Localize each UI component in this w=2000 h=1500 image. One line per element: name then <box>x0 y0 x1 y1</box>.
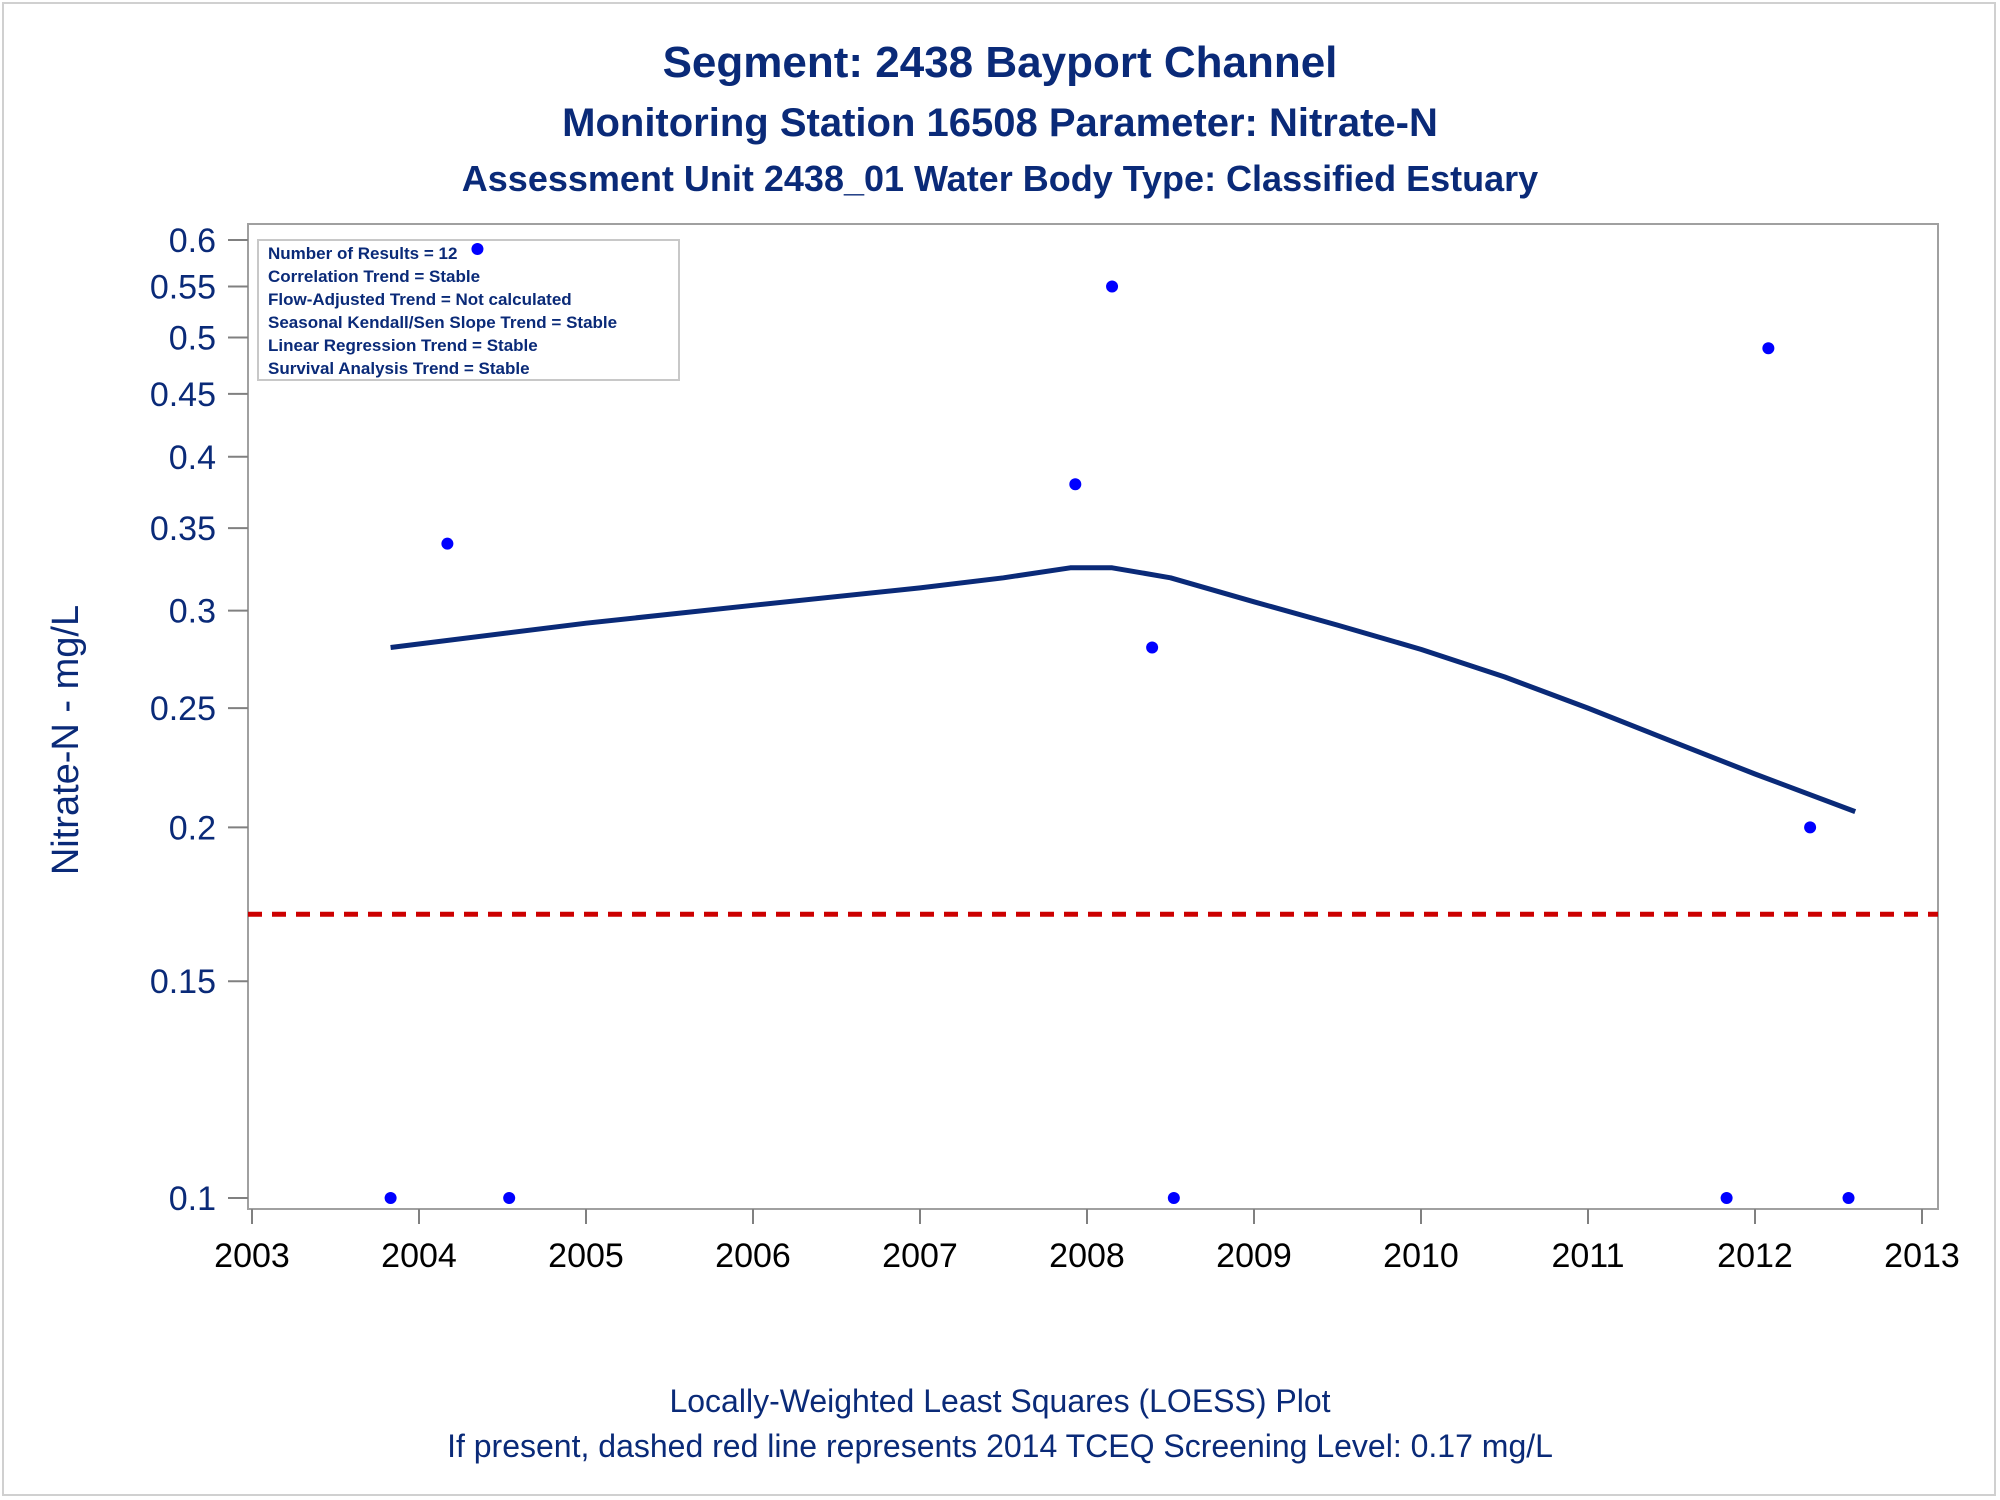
data-point <box>1146 641 1159 654</box>
y-tick-label: 0.4 <box>169 439 216 477</box>
x-tick-label: 2007 <box>882 1237 958 1275</box>
x-tick-label: 2004 <box>381 1237 457 1275</box>
y-tick-label: 0.3 <box>169 593 216 631</box>
data-point <box>1106 280 1119 293</box>
y-tick-label: 0.25 <box>150 690 216 728</box>
data-point <box>1804 821 1817 834</box>
axes: 0.1 0.15 0.2 0.25 0.3 0.35 0.4 0.45 0.5 0.55 0.6 20… <box>150 222 1960 1275</box>
loess-line <box>390 565 1857 814</box>
x-tick-label: 2012 <box>1717 1237 1793 1275</box>
x-tick-label: 2010 <box>1383 1237 1459 1275</box>
x-tick-label: 2003 <box>214 1237 290 1275</box>
data-point <box>1069 478 1082 491</box>
plot-area-border <box>247 223 1939 1210</box>
data-points <box>384 242 1855 1204</box>
data-point <box>471 242 484 255</box>
data-point <box>1762 342 1775 355</box>
x-tick-label: 2013 <box>1884 1237 1960 1275</box>
x-tick-label: 2005 <box>548 1237 624 1275</box>
info-box-line: Linear Regression Trend = Stable <box>268 336 538 355</box>
data-point <box>503 1192 516 1204</box>
x-tick-label: 2011 <box>1551 1237 1624 1275</box>
trend-info-box: Number of Results = 12 Correlation Trend … <box>257 239 680 381</box>
y-axis-label: Nitrate-N - mg/L <box>45 605 87 875</box>
info-box-line: Number of Results = 12 <box>268 244 457 263</box>
y-tick-label: 0.15 <box>150 963 216 1001</box>
info-box-line: Seasonal Kendall/Sen Slope Trend = Stabl… <box>268 313 617 332</box>
footer-plot-type: Locally-Weighted Least Squares (LOESS) P… <box>669 1383 1331 1419</box>
x-tick-label: 2009 <box>1216 1237 1292 1275</box>
data-point <box>1167 1192 1180 1204</box>
data-point <box>1842 1192 1855 1204</box>
info-box-line: Survival Analysis Trend = Stable <box>268 359 530 378</box>
info-box-line: Correlation Trend = Stable <box>268 267 480 286</box>
y-tick-label: 0.55 <box>150 269 216 307</box>
data-point <box>384 1192 397 1204</box>
y-tick-label: 0.35 <box>150 510 216 548</box>
data-point <box>441 537 454 550</box>
footer-screening-note: If present, dashed red line represents 2… <box>447 1428 1553 1464</box>
chart-subtitle-assessment-unit: Assessment Unit 2438_01 Water Body Type:… <box>461 158 1539 199</box>
chart-title: Segment: 2438 Bayport Channel <box>662 38 1338 87</box>
y-tick-label: 0.6 <box>169 222 216 260</box>
y-tick-label: 0.2 <box>169 809 216 847</box>
data-point <box>1720 1192 1733 1204</box>
loess-curve <box>390 565 1857 814</box>
info-box-border <box>257 239 680 381</box>
x-tick-label: 2008 <box>1049 1237 1125 1275</box>
y-tick-label: 0.45 <box>150 376 216 414</box>
x-tick-label: 2006 <box>715 1237 791 1275</box>
chart-subtitle-station: Monitoring Station 16508 Parameter: Nitr… <box>562 101 1438 145</box>
y-tick-label: 0.1 <box>169 1180 216 1218</box>
y-tick-label: 0.5 <box>169 319 216 357</box>
info-box-line: Flow-Adjusted Trend = Not calculated <box>268 290 572 309</box>
